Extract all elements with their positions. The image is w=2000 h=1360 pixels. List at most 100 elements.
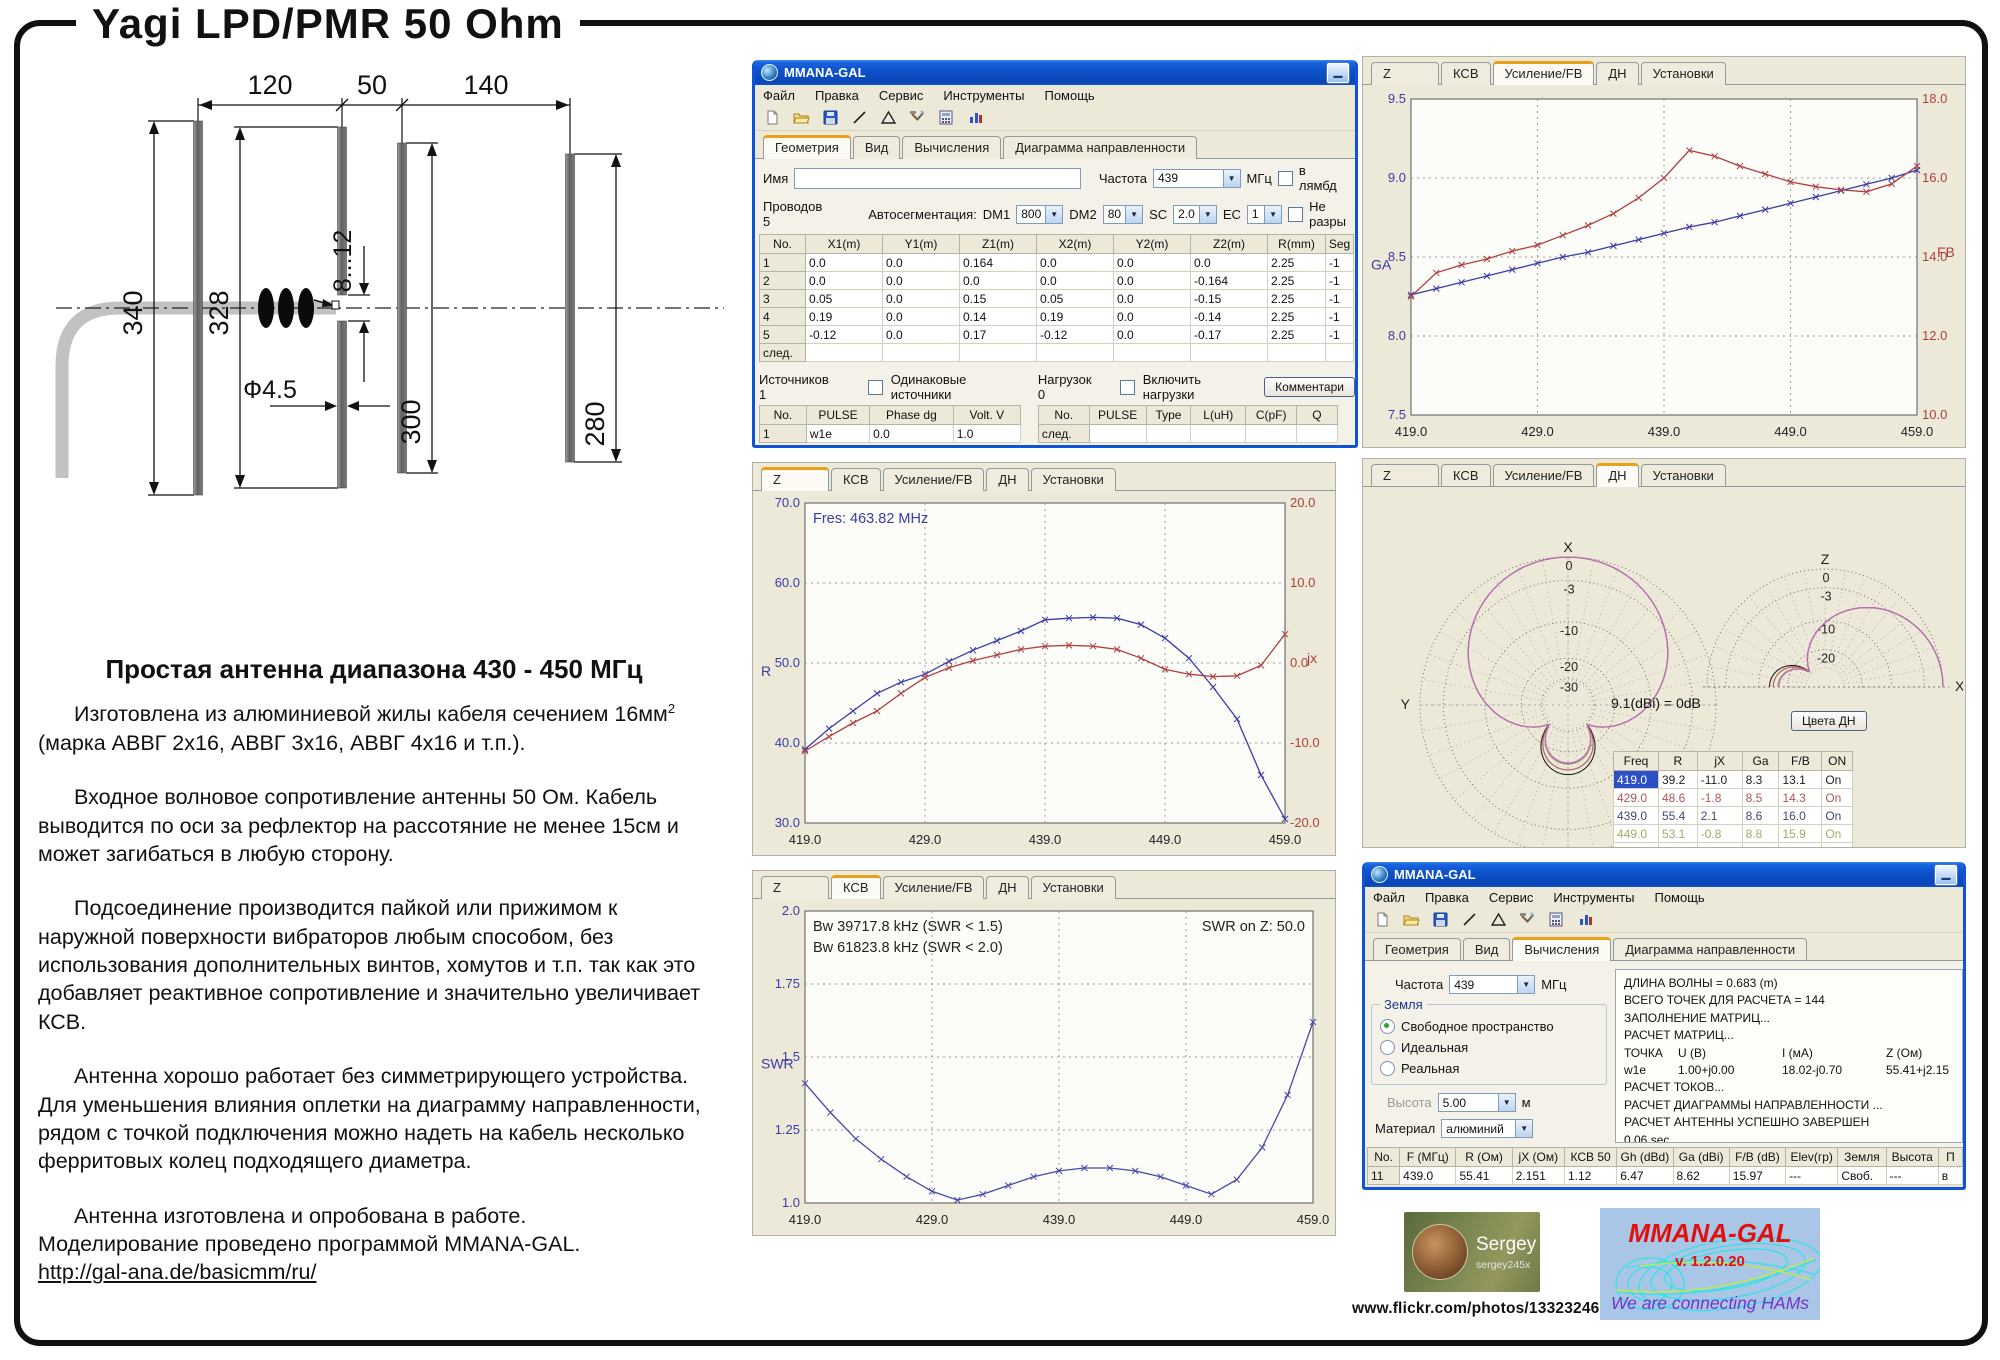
pattern-colors-button[interactable]: Цвета ДН [1791, 711, 1867, 731]
tab-gain-fb[interactable]: Усиление/FB [1492, 61, 1595, 85]
menu-help[interactable]: Помощь [1044, 88, 1095, 103]
frequency-row[interactable]: 429.0 48.6 -1.8 8.5 14.3 On [1613, 788, 1853, 807]
tab-dn[interactable]: ДН [986, 876, 1029, 899]
load-row[interactable]: след. [1037, 424, 1338, 443]
height-combo[interactable]: 5.00 ▼ [1437, 1093, 1516, 1112]
menu-file[interactable]: Файл [763, 88, 795, 103]
titlebar[interactable]: MMANA-GAL ▁ [755, 60, 1355, 85]
wire-edit-icon[interactable] [850, 109, 868, 126]
tab-gain-fb[interactable]: Усиление/FB [882, 876, 985, 899]
svg-text:449.0: 449.0 [1149, 832, 1182, 847]
tab-z[interactable]: Z [1371, 464, 1439, 487]
wire-edit-icon[interactable] [1460, 911, 1478, 928]
tab-gain-fb[interactable]: Усиление/FB [1492, 464, 1595, 487]
flickr-badge[interactable]: Sergey sergey245x [1404, 1212, 1540, 1292]
save-icon[interactable] [821, 109, 839, 126]
tab-pattern[interactable]: Диаграмма направленности [1003, 136, 1198, 159]
chevron-down-icon: ▼ [1497, 1094, 1515, 1111]
tab-swr[interactable]: КСВ [831, 875, 881, 899]
chart-icon[interactable] [966, 109, 984, 126]
material-combo[interactable]: алюминий ▼ [1441, 1119, 1534, 1138]
wire-row[interactable]: след. [759, 343, 1354, 362]
ferrite-beads [258, 288, 314, 328]
minimize-button[interactable]: ▁ [1326, 61, 1350, 84]
tools-icon[interactable] [1518, 911, 1536, 928]
menu-service[interactable]: Сервис [878, 88, 924, 103]
tab-swr[interactable]: КСВ [1441, 62, 1491, 85]
nobreak-checkbox[interactable] [1288, 206, 1304, 222]
wire-row[interactable]: 4 0.19 0.0 0.14 0.19 0.0 -0.14 2.25 -1 [759, 307, 1354, 326]
dm1-combo[interactable]: 800 ▼ [1016, 204, 1064, 224]
sc-combo[interactable]: 2.0 ▼ [1173, 204, 1217, 224]
comment-button[interactable]: Комментари [1264, 377, 1355, 397]
tab-settings[interactable]: Установки [1640, 464, 1726, 487]
menu-tools[interactable]: Инструменты [943, 88, 1025, 103]
open-folder-icon[interactable] [1402, 911, 1420, 928]
radio-free-space[interactable] [1380, 1019, 1395, 1034]
triangle-icon[interactable] [879, 109, 897, 126]
tab-dn[interactable]: ДН [1596, 62, 1639, 85]
tools-icon[interactable] [908, 109, 926, 126]
wire-row[interactable]: 1 0.0 0.0 0.164 0.0 0.0 0.0 2.25 -1 [759, 253, 1354, 272]
chart-icon[interactable] [1576, 911, 1594, 928]
tab-settings[interactable]: Установки [1030, 876, 1116, 899]
radio-ideal[interactable] [1380, 1040, 1395, 1055]
svg-text:9.5: 9.5 [1388, 91, 1406, 106]
wire-row[interactable]: 3 0.05 0.0 0.15 0.05 0.0 -0.15 2.25 -1 [759, 289, 1354, 308]
tab-dn[interactable]: ДН [986, 468, 1029, 491]
minimize-button[interactable]: ▁ [1934, 863, 1958, 886]
menu-file[interactable]: Файл [1373, 890, 1405, 905]
new-file-icon[interactable] [763, 109, 781, 126]
ec-combo[interactable]: 1 ▼ [1246, 204, 1283, 224]
frequency-row[interactable]: 449.0 53.1 -0.8 8.8 15.9 On [1613, 824, 1853, 843]
enable-loads-checkbox[interactable] [1119, 379, 1135, 395]
wire-row[interactable]: 5 -0.12 0.0 0.17 -0.12 0.0 -0.17 2.25 -1 [759, 325, 1354, 344]
tab-swr[interactable]: КСВ [831, 468, 881, 491]
source-row[interactable]: 1 w1e 0.0 1.0 [759, 424, 1022, 443]
tab-geometry[interactable]: Геометрия [1373, 938, 1461, 961]
menu-edit[interactable]: Правка [1424, 890, 1469, 905]
triangle-icon[interactable] [1489, 911, 1507, 928]
result-row[interactable]: 11 439.0 55.41 2.151 1.12 6.47 8.62 15.97 --- С… [1366, 1166, 1963, 1185]
tab-dn[interactable]: ДН [1596, 463, 1639, 487]
dm2-combo[interactable]: 80 ▼ [1102, 204, 1144, 224]
open-folder-icon[interactable] [792, 109, 810, 126]
calculator-icon[interactable] [937, 109, 955, 126]
name-input[interactable] [794, 167, 1081, 189]
tab-pattern[interactable]: Диаграмма направленности [1613, 938, 1808, 961]
save-icon[interactable] [1431, 911, 1449, 928]
tab-z[interactable]: Z [761, 467, 829, 491]
tab-z[interactable]: Z [1371, 62, 1439, 85]
new-file-icon[interactable] [1373, 911, 1391, 928]
menu-edit[interactable]: Правка [814, 88, 859, 103]
tab-swr[interactable]: КСВ [1441, 464, 1491, 487]
lambda-checkbox[interactable] [1277, 170, 1293, 186]
frequency-combo[interactable]: 439 ▼ [1153, 168, 1241, 188]
gal-ana-link[interactable]: http://gal-ana.de/basicmm/ru/ [38, 1260, 317, 1285]
swr-plot: 419.0 429.0 439.0 449.0 459.0 2.0 1.75 1.5 1.25 1… [761, 903, 1329, 1227]
calculator-icon[interactable] [1547, 911, 1565, 928]
tab-view[interactable]: Вид [1462, 938, 1511, 961]
tab-geometry[interactable]: Геометрия [763, 135, 851, 159]
tab-settings[interactable]: Установки [1640, 62, 1726, 85]
frequency-row[interactable]: 439.0 55.4 2.1 8.6 16.0 On [1613, 806, 1853, 825]
wire-row[interactable]: 2 0.0 0.0 0.0 0.0 0.0 -0.164 2.25 -1 [759, 271, 1354, 290]
svg-text:R: R [761, 663, 771, 679]
same-sources-checkbox[interactable] [867, 379, 883, 395]
frequency-row[interactable]: 459.030.53.69.116.3On [1613, 842, 1853, 847]
tab-gain-fb[interactable]: Усиление/FB [882, 468, 985, 491]
tab-calculations[interactable]: Вычисления [902, 136, 1002, 159]
tab-calculations[interactable]: Вычисления [1512, 937, 1612, 961]
titlebar[interactable]: MMANA-GAL ▁ [1365, 862, 1963, 887]
tab-settings[interactable]: Установки [1030, 468, 1116, 491]
menu-service[interactable]: Сервис [1488, 890, 1534, 905]
menu-tools[interactable]: Инструменты [1553, 890, 1635, 905]
menu-help[interactable]: Помощь [1654, 890, 1705, 905]
tab-view[interactable]: Вид [852, 136, 901, 159]
tab-z[interactable]: Z [761, 876, 829, 899]
frequency-row[interactable]: 419.0 39.2 -11.0 8.3 13.1 On [1613, 770, 1853, 789]
radio-real[interactable] [1380, 1061, 1395, 1076]
material-label: Материал [1375, 1121, 1436, 1136]
frequency-combo[interactable]: 439 ▼ [1449, 975, 1536, 994]
